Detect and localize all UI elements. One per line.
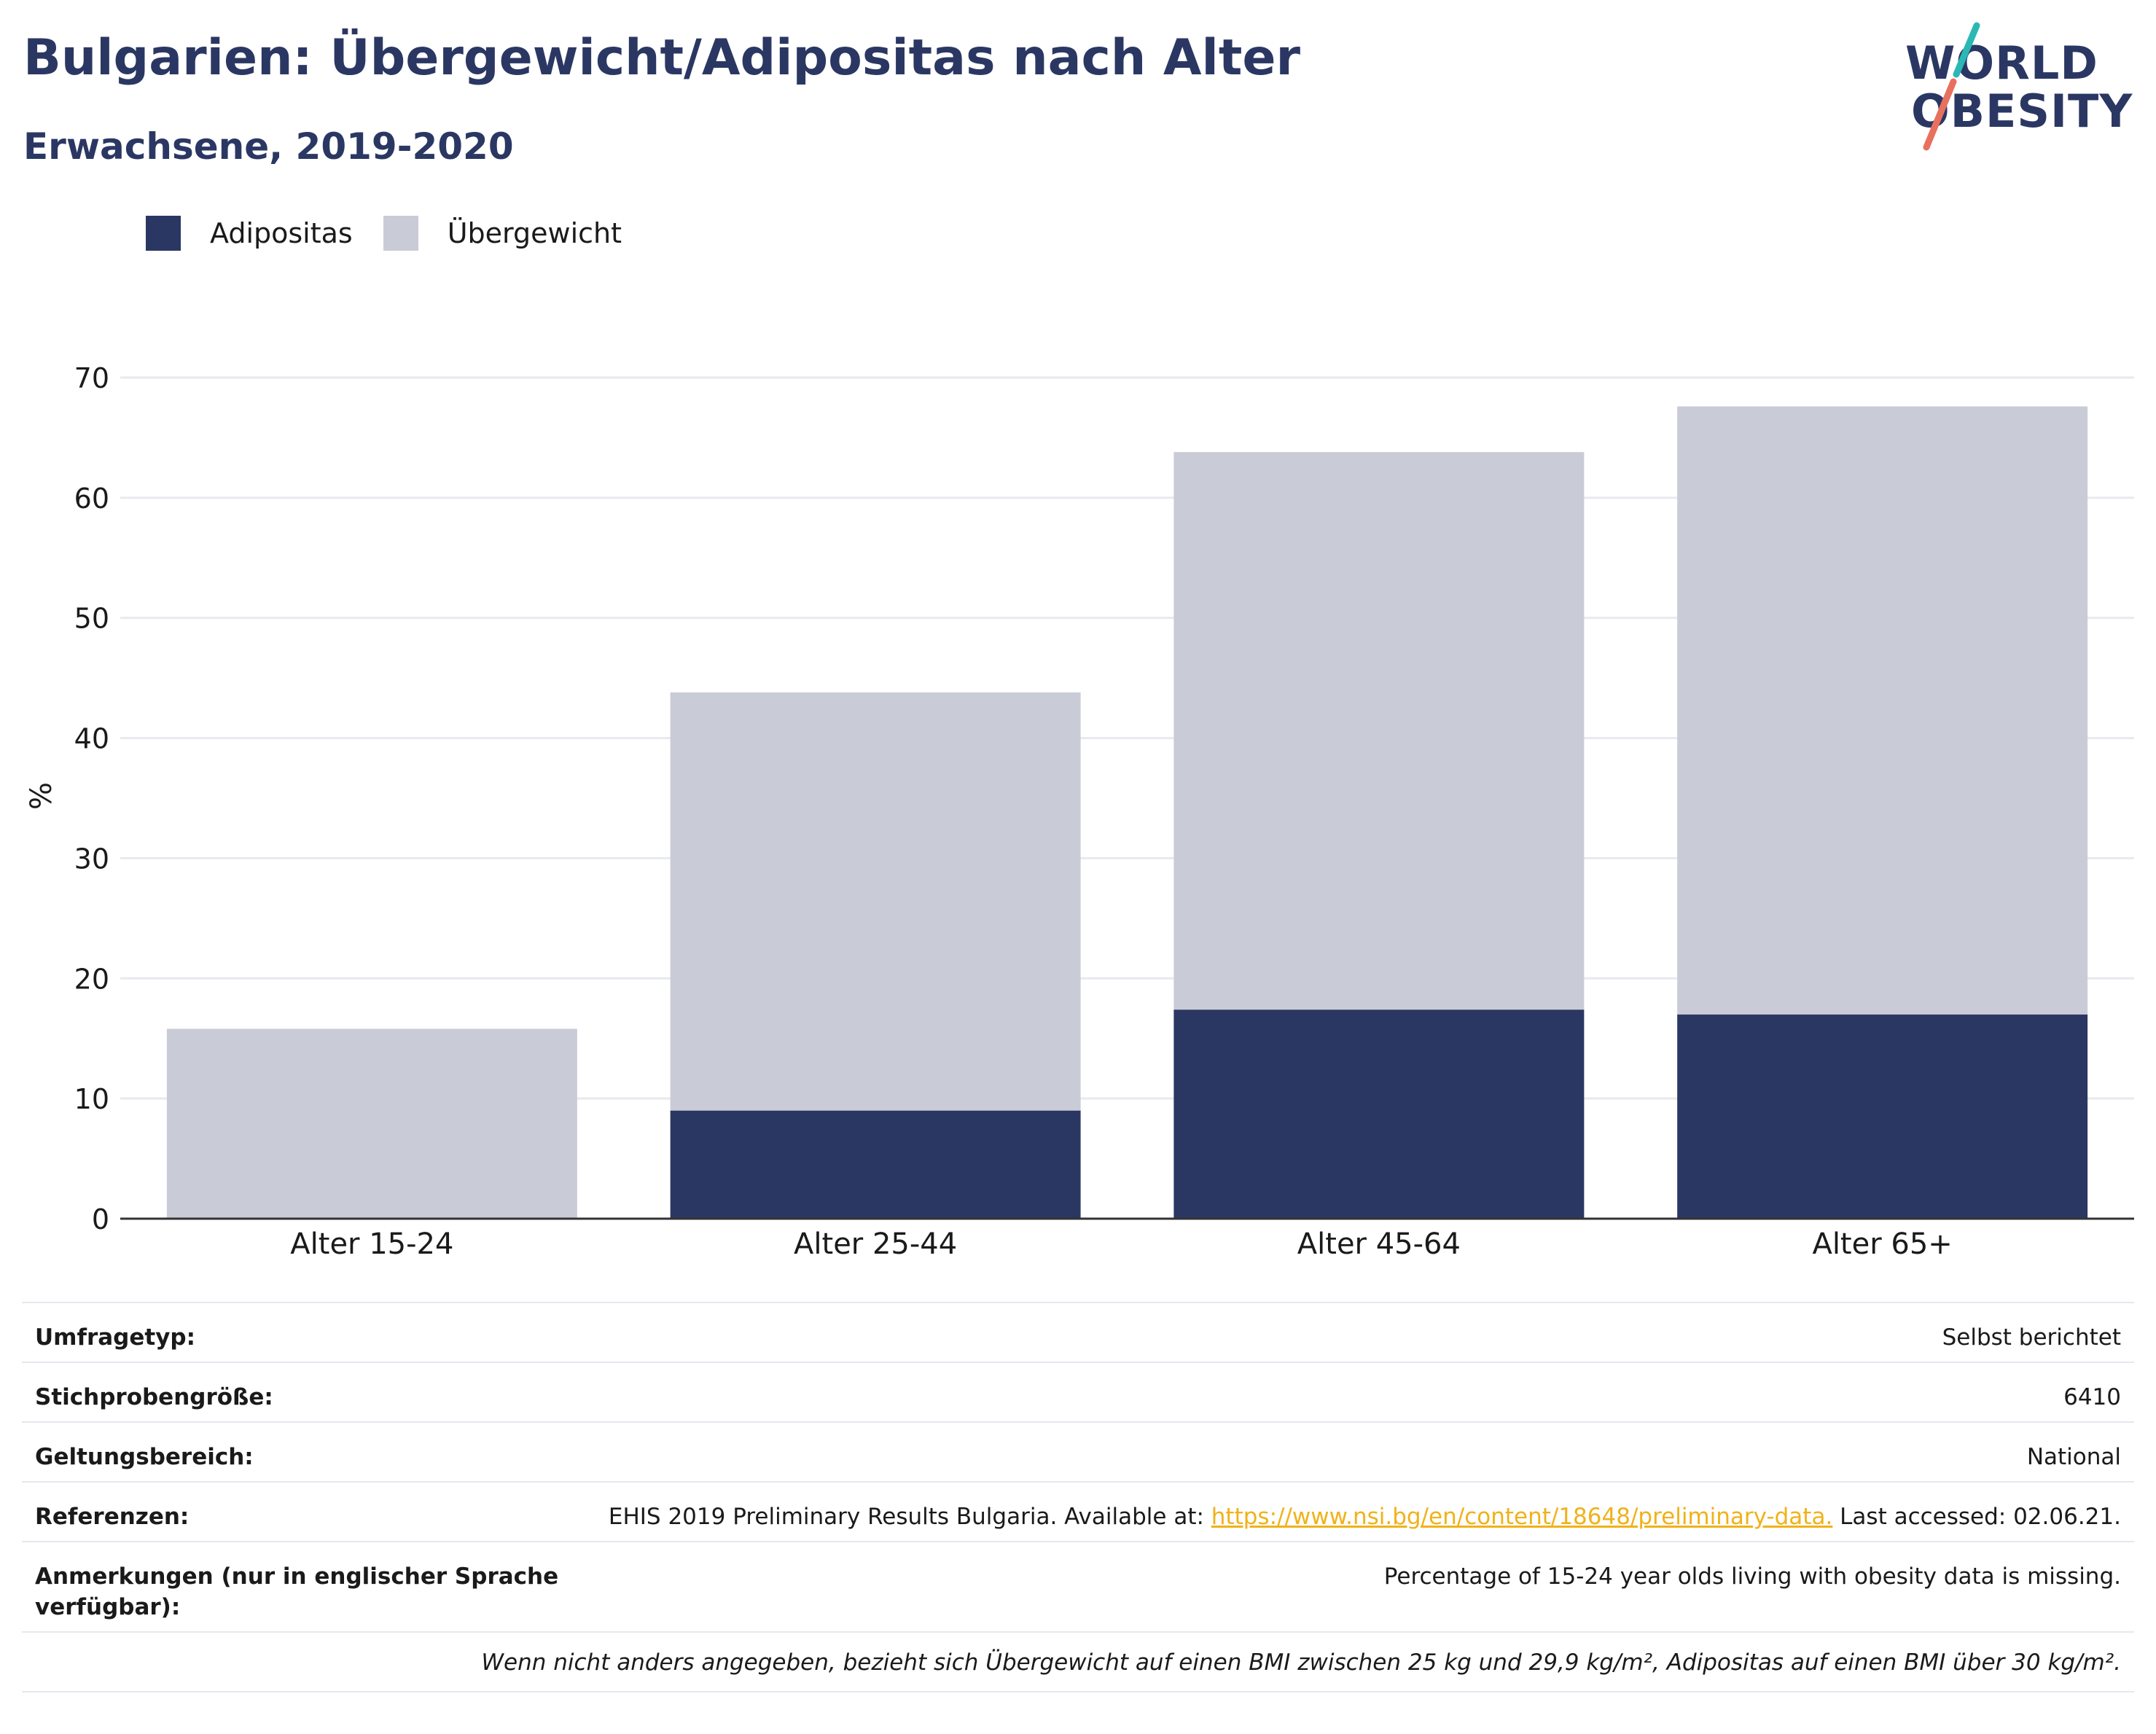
info-value-scope: National [2026, 1444, 2121, 1470]
info-value-sample-size: 6410 [2063, 1384, 2121, 1410]
reference-accessed: Last accessed: 02.06.21. [1832, 1504, 2121, 1530]
chart-legend: Adipositas Übergewicht [146, 216, 652, 251]
info-label-survey-type: Umfragetyp: [35, 1324, 195, 1351]
y-axis-label: % [25, 782, 58, 810]
chart-title: Bulgarien: Übergewicht/Adipositas nach A… [23, 29, 1300, 87]
info-label-references: Referenzen: [35, 1504, 190, 1530]
legend-item-adipositas[interactable]: Adipositas [146, 216, 353, 251]
logo-word-world: WORLD [1905, 36, 2098, 90]
y-tick-label: 60 [74, 483, 109, 515]
x-tick-label: Alter 65+ [1812, 1227, 1952, 1261]
world-obesity-logo: WORLD OBESITY [1895, 22, 2136, 153]
y-tick-label: 10 [74, 1083, 109, 1115]
info-label-sample-size: Stichprobengröße: [35, 1384, 273, 1410]
x-tick-label: Alter 25-44 [794, 1227, 957, 1261]
bar-adipositas-2[interactable] [670, 1110, 1081, 1219]
info-label-scope: Geltungsbereich: [35, 1444, 254, 1470]
bar--bergewicht-4[interactable] [1677, 406, 2088, 1015]
x-tick-label: Alter 15-24 [290, 1227, 453, 1261]
info-table: Umfragetyp: Selbst berichtet Stichproben… [22, 1302, 2134, 1692]
bar--bergewicht-2[interactable] [670, 692, 1081, 1111]
legend-item-uebergewicht[interactable]: Übergewicht [383, 216, 622, 251]
info-row-sample-size: Stichprobengröße: 6410 [22, 1363, 2134, 1423]
info-value-survey-type: Selbst berichtet [1942, 1324, 2121, 1351]
legend-label-uebergewicht: Übergewicht [447, 217, 622, 249]
y-tick-label: 0 [92, 1203, 109, 1235]
info-value-references: EHIS 2019 Preliminary Results Bulgaria. … [609, 1501, 2121, 1532]
x-tick-label: Alter 45-64 [1297, 1227, 1461, 1261]
bar--bergewicht-3[interactable] [1173, 452, 1585, 1010]
y-tick-label: 40 [74, 723, 109, 755]
reference-text: EHIS 2019 Preliminary Results Bulgaria. … [608, 1504, 1211, 1530]
info-label-notes: Anmerkungen (nur in englischer Sprache v… [35, 1563, 559, 1620]
y-tick-label: 20 [74, 963, 109, 995]
reference-link[interactable]: https://www.nsi.bg/en/content/18648/prel… [1211, 1504, 1833, 1530]
legend-label-adipositas: Adipositas [210, 217, 353, 249]
bars [166, 406, 2088, 1219]
chart-subtitle: Erwachsene, 2019-2020 [23, 125, 514, 168]
bar--bergewicht-1[interactable] [166, 1028, 577, 1219]
y-tick-label: 70 [74, 362, 109, 394]
y-tick-label: 30 [74, 843, 109, 875]
info-row-references: Referenzen: EHIS 2019 Preliminary Result… [22, 1483, 2134, 1542]
x-axis-labels: Alter 15-24 Alter 25-44 Alter 45-64 Alter 6… [290, 1227, 1953, 1261]
info-row-survey-type: Umfragetyp: Selbst berichtet [22, 1303, 2134, 1363]
logo-slash-icon [1923, 22, 1980, 151]
legend-swatch-uebergewicht [383, 216, 418, 251]
info-row-notes: Anmerkungen (nur in englischer Sprache v… [22, 1542, 2134, 1633]
bmi-footnote: Wenn nicht anders angegeben, bezieht sic… [22, 1633, 2134, 1692]
info-row-scope: Geltungsbereich: National [22, 1423, 2134, 1483]
bar-adipositas-4[interactable] [1677, 1014, 2088, 1219]
legend-swatch-adipositas [146, 216, 181, 251]
y-tick-label: 50 [74, 603, 109, 635]
info-value-notes: Percentage of 15-24 year olds living wit… [1383, 1563, 2121, 1590]
y-axis-ticks: 0 10 20 30 40 50 60 70 [74, 362, 109, 1235]
bar-adipositas-3[interactable] [1173, 1009, 1585, 1219]
bar-chart: 0 10 20 30 40 50 60 70 % Alter 15-24 Alter 25-44… [25, 362, 2134, 1261]
